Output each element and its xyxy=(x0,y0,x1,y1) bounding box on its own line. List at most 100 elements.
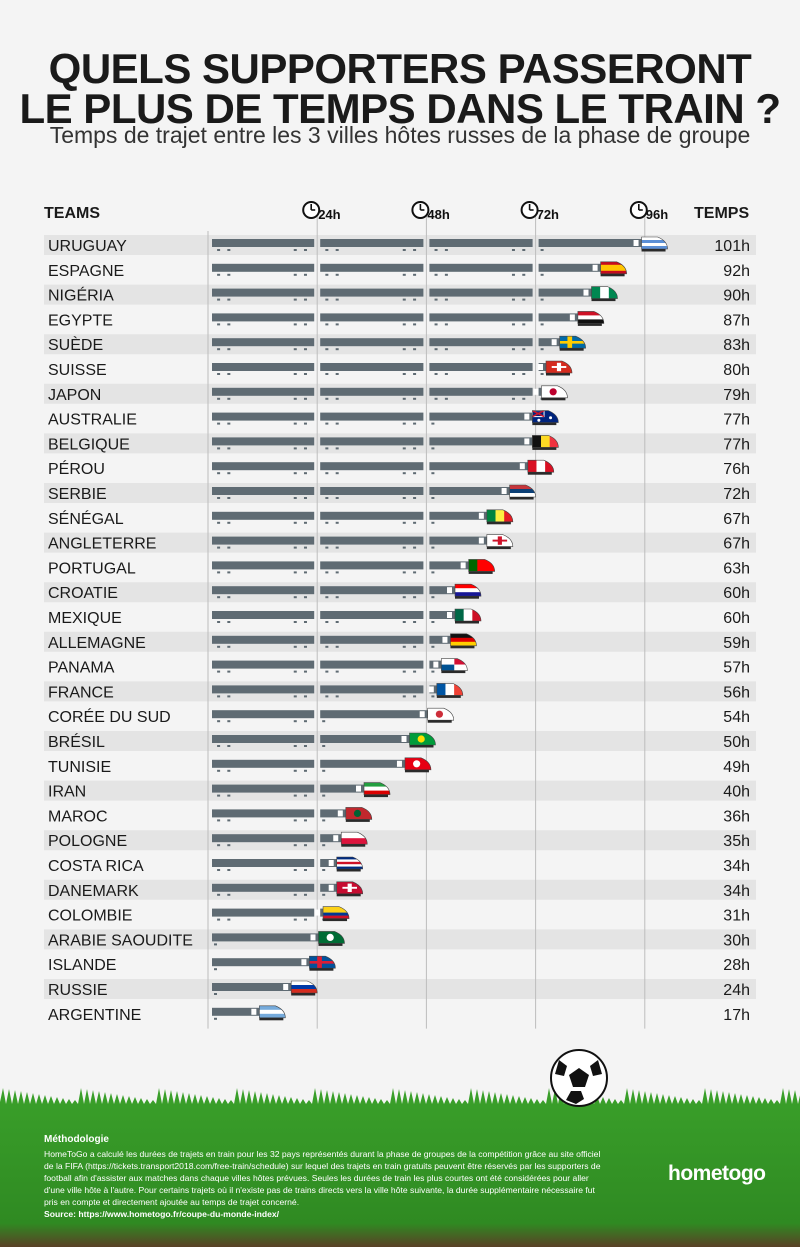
train-bar xyxy=(212,955,336,971)
team-label: PANAMA xyxy=(48,660,115,677)
tick-label: 72h xyxy=(537,207,559,222)
time-value: 90h xyxy=(723,288,750,305)
flag-locomotive xyxy=(340,831,368,847)
team-label: MEXIQUE xyxy=(48,610,122,627)
time-value: 87h xyxy=(723,312,750,329)
train-bar xyxy=(212,311,605,326)
team-label: ARABIE SAOUDITE xyxy=(48,932,193,949)
team-label: MAROC xyxy=(48,808,108,825)
time-value: 92h xyxy=(723,263,750,280)
time-value: 79h xyxy=(723,387,750,404)
team-label: IRAN xyxy=(48,784,86,801)
train-bar xyxy=(212,658,468,674)
time-value: 49h xyxy=(723,759,750,776)
subtitle: Temps de trajet entre les 3 villes hôtes… xyxy=(49,122,751,148)
title-line-1: QUELS SUPPORTERS PASSERONT xyxy=(48,45,752,92)
flag-locomotive xyxy=(486,509,514,525)
time-value: 77h xyxy=(723,412,750,429)
team-label: RUSSIE xyxy=(48,982,108,999)
team-label: AUSTRALIE xyxy=(48,412,137,429)
team-label: DANEMARK xyxy=(48,883,139,900)
flag-locomotive xyxy=(363,782,391,798)
time-value: 59h xyxy=(723,635,750,652)
flag-locomotive xyxy=(322,906,350,922)
time-value: 40h xyxy=(723,784,750,801)
time-value: 67h xyxy=(723,511,750,528)
flag-locomotive xyxy=(259,1005,286,1021)
flag-locomotive xyxy=(545,360,573,376)
train-bar xyxy=(212,906,350,922)
time-value: 67h xyxy=(723,536,750,553)
time-value: 63h xyxy=(723,560,750,577)
flag-locomotive xyxy=(404,757,432,773)
team-label: CROATIE xyxy=(48,585,118,602)
time-value: 60h xyxy=(723,610,750,627)
train-bar xyxy=(212,509,514,525)
flag-locomotive xyxy=(427,707,455,723)
train-bar xyxy=(212,831,368,847)
flag-locomotive xyxy=(532,435,559,450)
train-bar xyxy=(212,261,627,277)
methodology-title: Méthodologie xyxy=(44,1134,109,1145)
team-label: COSTA RICA xyxy=(48,858,144,875)
flag-locomotive xyxy=(345,807,373,822)
title-line-2: LE PLUS DE TEMPS DANS LE TRAIN ? xyxy=(19,85,781,132)
train-bar xyxy=(212,459,555,475)
time-value: 80h xyxy=(723,362,750,379)
team-label: NIGÉRIA xyxy=(48,286,114,305)
team-label: ALLEMAGNE xyxy=(48,635,146,652)
methodology: Méthodologie HomeToGo a calculé les duré… xyxy=(44,1134,604,1220)
flag-locomotive xyxy=(290,980,318,996)
methodology-source: Source: https://www.hometogo.fr/coupe-du… xyxy=(44,1209,280,1219)
flag-locomotive xyxy=(468,559,495,574)
team-label: ISLANDE xyxy=(48,957,116,974)
clock-icon xyxy=(302,201,321,219)
train-bar xyxy=(212,385,568,401)
flag-locomotive xyxy=(600,261,627,277)
team-label: SERBIE xyxy=(48,486,107,503)
train-bar xyxy=(212,881,364,897)
team-label: ANGLETERRE xyxy=(48,536,156,553)
soccer-ball-icon xyxy=(550,1049,608,1107)
train-bar xyxy=(212,236,668,252)
time-value: 31h xyxy=(723,908,750,925)
flag-locomotive xyxy=(559,335,586,351)
team-label: POLOGNE xyxy=(48,833,127,850)
time-value: 24h xyxy=(723,982,750,999)
methodology-text: HomeToGo a calculé les durées de trajets… xyxy=(44,1149,601,1207)
flag-locomotive xyxy=(454,583,482,599)
flag-locomotive xyxy=(336,856,364,872)
flag-locomotive xyxy=(436,683,464,698)
tick-label: 96h xyxy=(646,207,668,222)
time-value: 76h xyxy=(723,461,750,478)
train-bar xyxy=(212,360,573,376)
team-label: PÉROU xyxy=(48,459,105,478)
time-value: 30h xyxy=(723,932,750,949)
flag-locomotive xyxy=(527,459,555,475)
flag-locomotive xyxy=(577,311,605,326)
flag-locomotive xyxy=(509,484,536,500)
train-bar xyxy=(212,335,586,351)
row-background xyxy=(44,979,756,999)
flag-locomotive xyxy=(318,931,345,946)
team-label: SUÈDE xyxy=(48,335,103,354)
clock-icon xyxy=(411,201,430,219)
train-bar xyxy=(212,782,391,798)
time-value: 35h xyxy=(723,833,750,850)
flag-locomotive xyxy=(641,236,668,252)
flag-locomotive xyxy=(454,608,482,624)
team-label: BRÉSIL xyxy=(48,732,105,751)
team-label: JAPON xyxy=(48,387,101,404)
team-label: ARGENTINE xyxy=(48,1007,141,1024)
team-label: PORTUGAL xyxy=(48,560,136,577)
train-chart: 24h 48h 72h 96h URUGUAY 101h ESPAGNE 92h NIGÉRIA… xyxy=(44,201,756,1029)
team-label: ESPAGNE xyxy=(48,263,124,280)
time-value: 50h xyxy=(723,734,750,751)
team-label: EGYPTE xyxy=(48,312,113,329)
train-bar xyxy=(212,286,618,302)
clock-icon xyxy=(629,201,648,219)
teams-header: TEAMS xyxy=(44,205,100,222)
flag-locomotive xyxy=(591,286,618,302)
clock-icon xyxy=(520,201,539,219)
flag-locomotive xyxy=(409,732,436,748)
